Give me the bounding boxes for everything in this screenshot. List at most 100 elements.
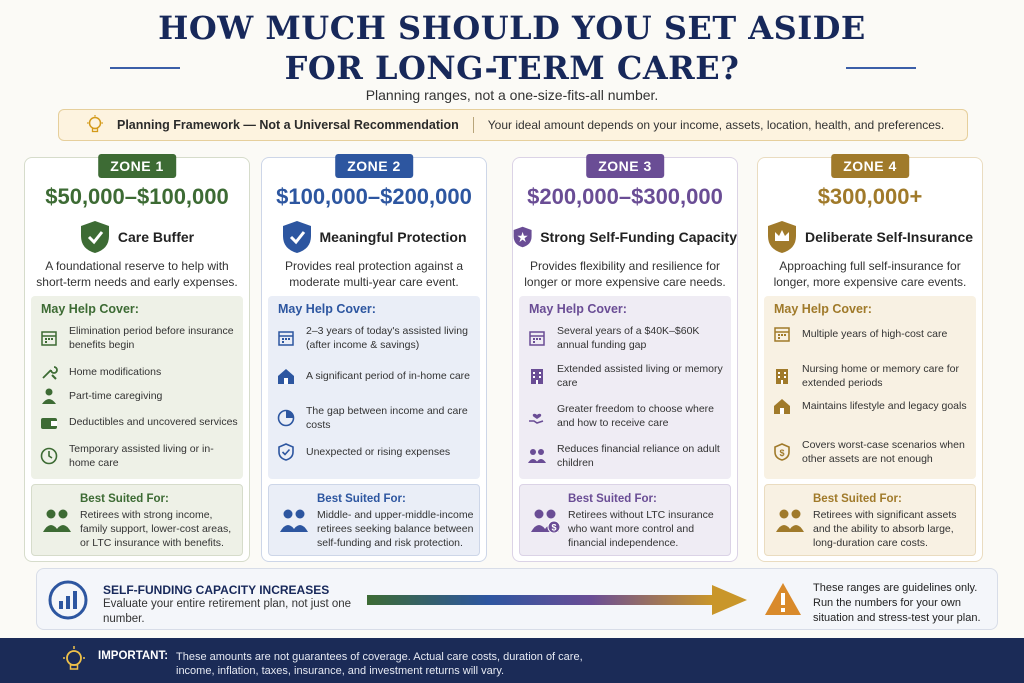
cover-title: May Help Cover:	[529, 302, 627, 316]
zone-headline-row: Meaningful Protection	[262, 220, 486, 254]
banner-divider	[472, 117, 474, 133]
zone-tag: ZONE 3	[586, 154, 664, 178]
best-suited-panel: Best Suited For: Retirees with strong inc…	[31, 484, 243, 556]
cover-item: The gap between income and care costs	[276, 404, 476, 432]
zone-card-2: ZONE 2 $100,000–$200,000 Meaningful Protec…	[261, 154, 487, 562]
zone-description: A foundational reserve to help with shor…	[36, 259, 238, 289]
zone-description: Approaching full self-insurance for long…	[773, 259, 967, 289]
cover-item: Multiple years of high-cost care	[772, 324, 972, 344]
capacity-box: SELF-FUNDING CAPACITY INCREASES Evaluate…	[36, 568, 998, 630]
shield-star-icon	[513, 226, 532, 248]
house-icon	[278, 369, 294, 384]
important-footer: IMPORTANT: These amounts are not guarant…	[0, 638, 1024, 683]
cover-title: May Help Cover:	[774, 302, 872, 316]
cover-item: Elimination period before insurance bene…	[39, 324, 239, 352]
suited-title: Best Suited For:	[80, 493, 169, 505]
people-icon	[528, 449, 546, 463]
suited-title: Best Suited For:	[317, 493, 406, 505]
zone-description: Provides real protection against a moder…	[284, 259, 464, 289]
cover-item: Deductibles and uncovered services	[39, 412, 239, 432]
cover-item: A significant period of in-home care	[276, 366, 476, 386]
cover-item-text: Home modifications	[69, 366, 162, 378]
cover-item-text: The gap between income and care costs	[306, 405, 468, 431]
cover-panel: May Help Cover: Multiple years of high-co…	[764, 296, 976, 479]
zone-tag: ZONE 4	[831, 154, 909, 178]
cover-item: Greater freedom to choose where and how …	[527, 402, 727, 430]
title-rule-left	[110, 67, 180, 69]
cover-item: Nursing home or memory care for extended…	[772, 362, 972, 390]
zone-headline: Care Buffer	[117, 229, 195, 245]
cover-item-text: Part-time caregiving	[69, 390, 163, 402]
suited-text: Retirees with strong income, family supp…	[80, 509, 232, 549]
zone-tag: ZONE 2	[335, 154, 413, 178]
cover-item-text: Maintains lifestyle and legacy goals	[802, 400, 967, 412]
people-icon	[776, 509, 804, 532]
cover-title: May Help Cover:	[41, 302, 139, 316]
zone-card-1: ZONE 1 $50,000–$100,000 Care Buffer A found…	[24, 154, 250, 562]
cover-item-text: Extended assisted living or memory care	[557, 363, 723, 389]
cover-item-text: Elimination period before insurance bene…	[69, 325, 234, 351]
cover-panel: May Help Cover: Several years of a $40K–$…	[519, 296, 731, 479]
zone-amount: $100,000–$200,000	[276, 184, 472, 209]
zone-headline-row: Deliberate Self-Insurance	[758, 220, 982, 254]
clock-icon	[40, 447, 58, 465]
cover-item-text: Deductibles and uncovered services	[69, 416, 238, 428]
title-line-2: FOR LONG-TERM CARE?	[284, 49, 740, 87]
capacity-text: Evaluate your entire retirement plan, no…	[103, 598, 352, 625]
cover-item: Part-time caregiving	[39, 386, 239, 406]
zone-amount: $200,000–$300,000	[527, 184, 723, 209]
cover-item-text: Greater freedom to choose where and how …	[557, 403, 714, 429]
cover-item-text: A significant period of in-home care	[306, 370, 471, 382]
cover-item: 2–3 years of today's assisted living (af…	[276, 324, 476, 352]
people-icon	[280, 509, 308, 532]
cover-panel: May Help Cover: Elimination period before…	[31, 296, 243, 479]
calendar-icon	[278, 331, 294, 346]
wallet-icon	[41, 418, 57, 429]
cover-item: $ Covers worst-case scenarios when other …	[772, 438, 972, 466]
calendar-icon	[41, 331, 57, 346]
cover-item-text: Unexpected or rising expenses	[306, 446, 451, 458]
zone-headline-row: Care Buffer	[25, 220, 249, 254]
cover-item-text: Covers worst-case scenarios when other a…	[802, 439, 965, 465]
zone-headline: Meaningful Protection	[319, 229, 467, 245]
best-suited-panel: Best Suited For: Middle- and upper-middle…	[268, 484, 480, 556]
zone-amount: $50,000–$100,000	[45, 184, 229, 209]
people-dollar-icon: $	[531, 509, 560, 533]
suited-title: Best Suited For:	[568, 493, 657, 505]
building-icon	[531, 369, 543, 384]
important-text: These amounts are not guarantees of cove…	[176, 651, 583, 677]
title-line-1: HOW MUCH SHOULD YOU SET ASIDE	[158, 9, 866, 47]
shield-check-icon	[80, 221, 109, 253]
bar-chart-icon	[48, 580, 88, 620]
cover-item: Maintains lifestyle and legacy goals	[772, 396, 972, 416]
planning-banner: Planning Framework — Not a Universal Rec…	[58, 109, 968, 141]
calendar-icon	[774, 327, 790, 342]
hand-heart-icon	[529, 413, 544, 424]
svg-text:$: $	[551, 523, 556, 533]
shield-icon	[278, 443, 294, 461]
shield-crown-icon	[767, 221, 796, 253]
people-icon	[43, 509, 71, 532]
suited-title: Best Suited For:	[813, 493, 902, 505]
cover-panel: May Help Cover: 2–3 years of today's assi…	[268, 296, 480, 479]
cover-item: Temporary assisted living or in-home car…	[39, 442, 239, 470]
zone-tag: ZONE 1	[98, 154, 176, 178]
cover-title: May Help Cover:	[278, 302, 376, 316]
zone-description: Provides flexibility and resilience for …	[524, 259, 726, 289]
cover-item-text: 2–3 years of today's assisted living (af…	[306, 325, 468, 351]
zone-card-4: ZONE 4 $300,000+ Deliberate Self-Insurance…	[757, 154, 983, 562]
zone-headline: Deliberate Self-Insurance	[804, 229, 974, 245]
building-icon	[776, 369, 788, 384]
best-suited-panel: Best Suited For: Retirees with significan…	[764, 484, 976, 556]
lightbulb-icon	[63, 646, 85, 670]
tools-icon	[42, 366, 58, 380]
cover-item: Home modifications	[39, 362, 239, 382]
banner-title: Planning Framework — Not a Universal Rec…	[117, 118, 459, 132]
zone-card-3: ZONE 3 $200,000–$300,000 Strong Self-Fundi…	[512, 154, 738, 562]
page-title: HOW MUCH SHOULD YOU SET ASIDE FOR LONG-T…	[0, 8, 1024, 88]
calendar-icon	[529, 331, 545, 346]
capacity-title: SELF-FUNDING CAPACITY INCREASES	[103, 583, 330, 597]
suited-text: Retirees with significant assets and the…	[813, 509, 957, 549]
zone-amount: $300,000+	[817, 184, 923, 209]
guideline-text: These ranges are guidelines only. Run th…	[813, 582, 981, 624]
